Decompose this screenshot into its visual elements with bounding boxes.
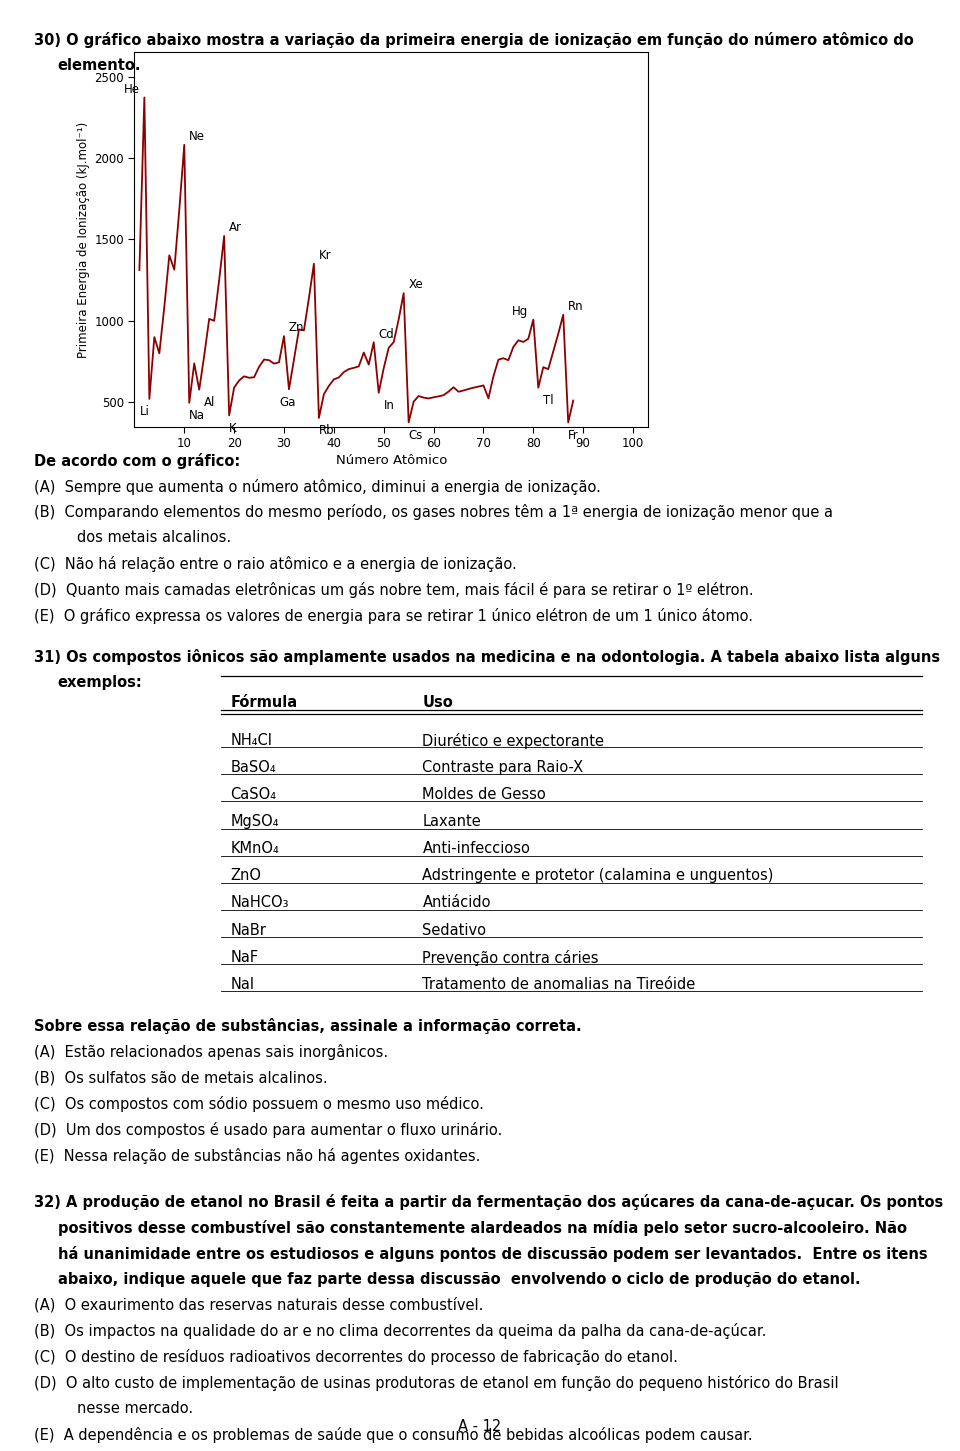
Text: Zn: Zn: [289, 322, 304, 335]
Text: exemplos:: exemplos:: [58, 675, 142, 689]
Text: Ne: Ne: [189, 131, 205, 144]
Text: Tl: Tl: [543, 395, 554, 408]
Text: Kr: Kr: [319, 250, 331, 263]
Text: Cd: Cd: [379, 328, 395, 341]
Text: BaSO₄: BaSO₄: [230, 760, 276, 775]
Text: (A)  O exaurimento das reservas naturais desse combustível.: (A) O exaurimento das reservas naturais …: [34, 1297, 483, 1313]
Text: Sobre essa relação de substâncias, assinale a informação correta.: Sobre essa relação de substâncias, assin…: [34, 1019, 581, 1035]
Text: K: K: [229, 422, 237, 435]
Text: 32) A produção de etanol no Brasil é feita a partir da fermentação dos açúcares : 32) A produção de etanol no Brasil é fei…: [34, 1194, 943, 1210]
Text: (C)  Não há relação entre o raio atômico e a energia de ionização.: (C) Não há relação entre o raio atômico …: [34, 556, 516, 572]
Text: De acordo com o gráfico:: De acordo com o gráfico:: [34, 453, 240, 469]
Text: Cs: Cs: [409, 429, 423, 443]
Text: NH₄Cl: NH₄Cl: [230, 733, 273, 747]
Text: Adstringente e protetor (calamina e unguentos): Adstringente e protetor (calamina e ungu…: [422, 868, 774, 884]
Text: elemento.: elemento.: [58, 58, 141, 73]
Text: dos metais alcalinos.: dos metais alcalinos.: [77, 530, 231, 546]
Text: há unanimidade entre os estudiosos e alguns pontos de discussão podem ser levant: há unanimidade entre os estudiosos e alg…: [58, 1246, 927, 1262]
Text: Hg: Hg: [512, 305, 528, 318]
Text: abaixo, indique aquele que faz parte dessa discussão  envolvendo o ciclo de prod: abaixo, indique aquele que faz parte des…: [58, 1271, 860, 1287]
Text: NaHCO₃: NaHCO₃: [230, 895, 289, 910]
Text: CaSO₄: CaSO₄: [230, 786, 276, 802]
Text: (B)  Os sulfatos são de metais alcalinos.: (B) Os sulfatos são de metais alcalinos.: [34, 1069, 327, 1085]
Text: (B)  Os impactos na qualidade do ar e no clima decorrentes da queima da palha da: (B) Os impactos na qualidade do ar e no …: [34, 1323, 766, 1339]
Text: Tratamento de anomalias na Tireóide: Tratamento de anomalias na Tireóide: [422, 977, 696, 992]
Text: Prevenção contra cáries: Prevenção contra cáries: [422, 950, 599, 966]
Text: NaI: NaI: [230, 977, 254, 992]
Text: Al: Al: [204, 396, 216, 409]
Text: (E)  A dependência e os problemas de saúde que o consumo de bebidas alcoólicas p: (E) A dependência e os problemas de saúd…: [34, 1426, 753, 1442]
Text: Ar: Ar: [229, 222, 242, 235]
Text: Rb: Rb: [319, 425, 334, 438]
Text: Antiácido: Antiácido: [422, 895, 491, 910]
Text: (E)  O gráfico expressa os valores de energia para se retirar 1 único elétron de: (E) O gráfico expressa os valores de ene…: [34, 608, 753, 624]
Text: KMnO₄: KMnO₄: [230, 842, 279, 856]
Text: Moldes de Gesso: Moldes de Gesso: [422, 786, 546, 802]
Text: Li: Li: [139, 405, 149, 418]
X-axis label: Número Atômico: Número Atômico: [335, 454, 447, 467]
Text: NaBr: NaBr: [230, 923, 266, 937]
Text: A - 12: A - 12: [458, 1419, 502, 1434]
Text: (D)  Quanto mais camadas eletrônicas um gás nobre tem, mais fácil é para se reti: (D) Quanto mais camadas eletrônicas um g…: [34, 582, 754, 598]
Text: Ga: Ga: [279, 396, 296, 409]
Text: MgSO₄: MgSO₄: [230, 814, 279, 829]
Text: Fr: Fr: [568, 429, 579, 443]
Text: Uso: Uso: [422, 695, 453, 710]
Text: Laxante: Laxante: [422, 814, 481, 829]
Text: positivos desse combustível são constantemente alardeados na mídia pelo setor su: positivos desse combustível são constant…: [58, 1220, 906, 1236]
Text: Na: Na: [189, 409, 205, 422]
Text: Xe: Xe: [409, 279, 423, 292]
Text: Diurético e expectorante: Diurético e expectorante: [422, 733, 605, 749]
Text: (D)  Um dos compostos é usado para aumentar o fluxo urinário.: (D) Um dos compostos é usado para aument…: [34, 1122, 502, 1138]
Text: Sedativo: Sedativo: [422, 923, 487, 937]
Text: (A)  Estão relacionados apenas sais inorgânicos.: (A) Estão relacionados apenas sais inorg…: [34, 1045, 388, 1061]
Text: (B)  Comparando elementos do mesmo período, os gases nobres têm a 1ª energia de : (B) Comparando elementos do mesmo períod…: [34, 505, 832, 521]
Text: ZnO: ZnO: [230, 868, 261, 884]
Text: 30) O gráfico abaixo mostra a variação da primeira energia de ionização em funçã: 30) O gráfico abaixo mostra a variação d…: [34, 32, 913, 48]
Text: (C)  O destino de resíduos radioativos decorrentes do processo de fabricação do : (C) O destino de resíduos radioativos de…: [34, 1349, 678, 1365]
Text: (A)  Sempre que aumenta o número atômico, diminui a energia de ionização.: (A) Sempre que aumenta o número atômico,…: [34, 479, 600, 495]
Text: 31) Os compostos iônicos são amplamente usados na medicina e na odontologia. A t: 31) Os compostos iônicos são amplamente …: [34, 649, 940, 665]
Text: He: He: [124, 83, 139, 96]
Text: In: In: [384, 399, 395, 412]
Text: (D)  O alto custo de implementação de usinas produtoras de etanol em função do p: (D) O alto custo de implementação de usi…: [34, 1376, 838, 1392]
Text: nesse mercado.: nesse mercado.: [77, 1400, 193, 1416]
Text: Contraste para Raio-X: Contraste para Raio-X: [422, 760, 584, 775]
Text: Anti-infeccioso: Anti-infeccioso: [422, 842, 530, 856]
Y-axis label: Primeira Energia de Ionização (kJ.mol⁻¹): Primeira Energia de Ionização (kJ.mol⁻¹): [77, 122, 90, 357]
Text: Rn: Rn: [568, 300, 584, 313]
Text: (C)  Os compostos com sódio possuem o mesmo uso médico.: (C) Os compostos com sódio possuem o mes…: [34, 1096, 484, 1111]
Text: NaF: NaF: [230, 950, 258, 965]
Text: Fórmula: Fórmula: [230, 695, 298, 710]
Text: (E)  Nessa relação de substâncias não há agentes oxidantes.: (E) Nessa relação de substâncias não há …: [34, 1148, 480, 1164]
